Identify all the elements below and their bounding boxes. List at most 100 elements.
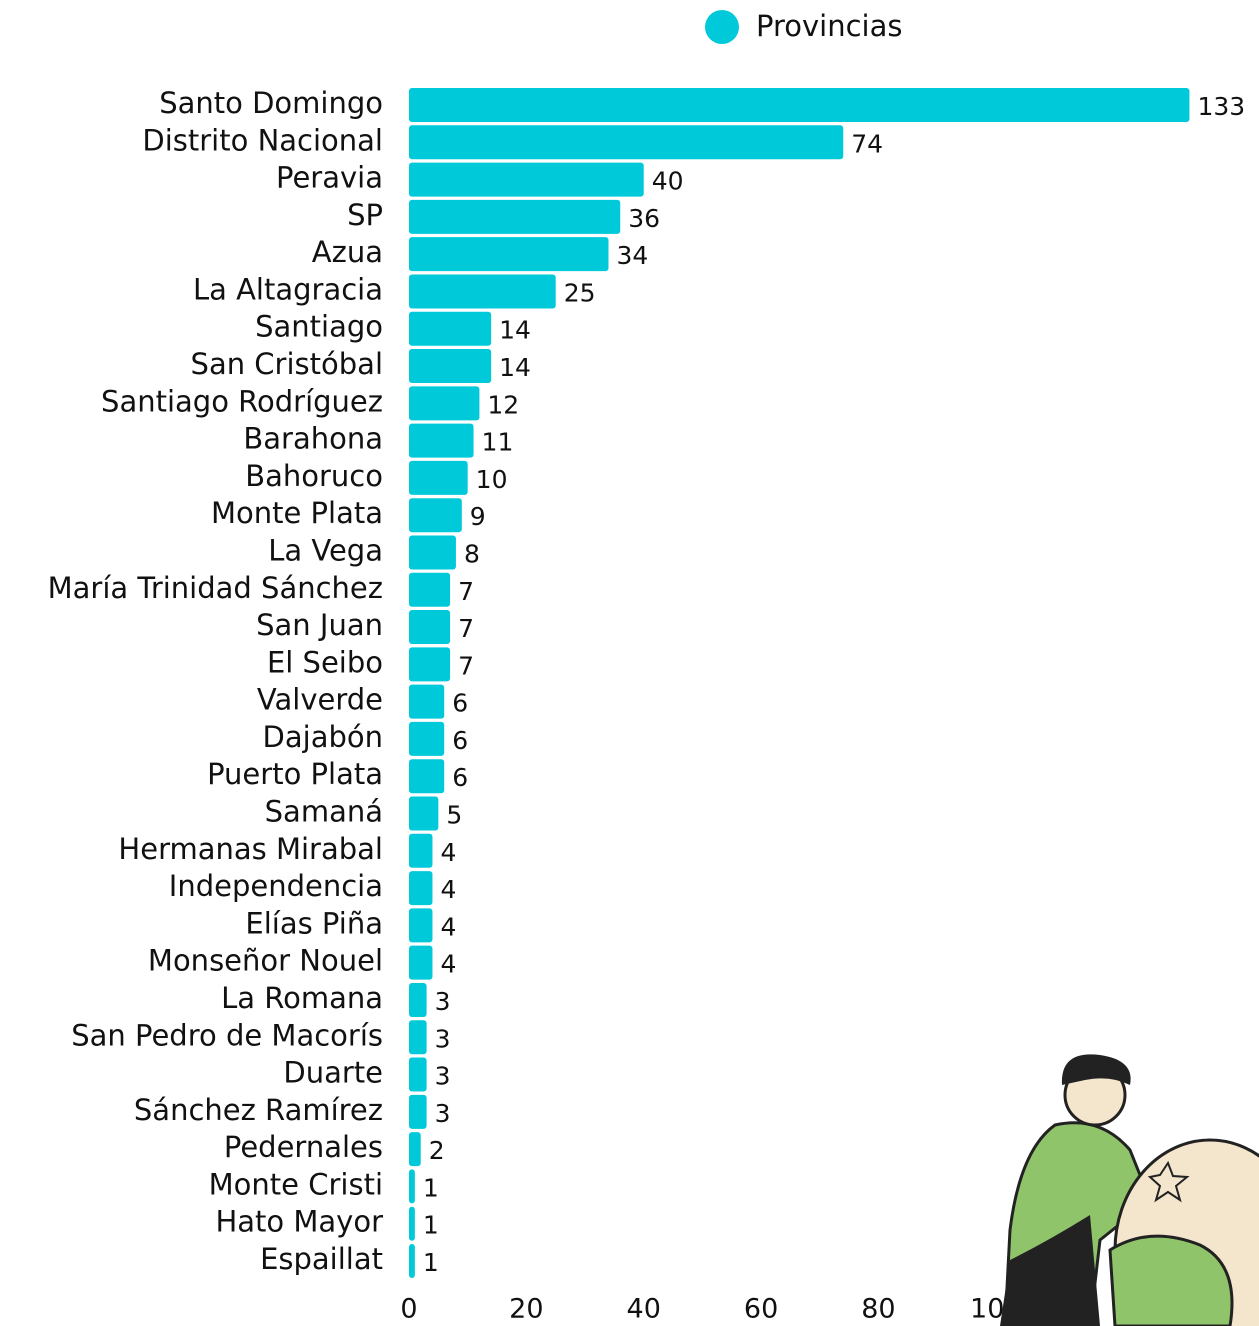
y-tick-label: Valverde (257, 683, 383, 717)
bar (409, 833, 433, 868)
y-tick-label: Monte Plata (211, 496, 383, 530)
bar (409, 945, 433, 980)
y-tick-label: Puerto Plata (207, 757, 383, 791)
value-label: 11 (482, 428, 514, 457)
bar (409, 908, 433, 943)
y-tick-label: La Romana (221, 981, 383, 1015)
y-tick-label: SP (347, 198, 383, 232)
y-tick-label: María Trinidad Sánchez (48, 571, 383, 605)
bar (409, 796, 439, 831)
bar (409, 460, 468, 495)
value-label: 14 (499, 353, 531, 382)
value-label: 1 (423, 1248, 439, 1277)
y-tick-label: La Altagracia (193, 272, 383, 306)
y-tick-label: Monseñor Nouel (148, 944, 383, 978)
value-label: 3 (435, 1024, 451, 1053)
x-tick-label: 80 (861, 1294, 895, 1325)
bar (409, 982, 427, 1017)
bar (409, 871, 433, 906)
y-tick-label: Santiago Rodríguez (101, 384, 383, 418)
bar (409, 423, 474, 458)
value-label: 1 (423, 1211, 439, 1240)
value-label: 7 (458, 651, 474, 680)
bar (409, 572, 451, 607)
y-tick-label: Santo Domingo (159, 86, 383, 120)
y-tick-label: Elías Piña (245, 906, 383, 940)
y-tick-label: Pedernales (224, 1130, 383, 1164)
y-tick-label: Monte Cristi (209, 1167, 383, 1201)
bar (409, 1094, 427, 1129)
y-tick-label: Barahona (243, 422, 383, 456)
value-label: 8 (464, 539, 480, 568)
value-label: 2 (429, 1136, 445, 1165)
bar (409, 647, 451, 682)
value-label: 9 (470, 502, 486, 531)
value-label: 36 (628, 204, 660, 233)
bar (409, 1243, 415, 1278)
value-label: 133 (1197, 92, 1245, 121)
value-label: 4 (440, 912, 456, 941)
bar (409, 535, 456, 570)
y-tick-label: Santiago (255, 310, 383, 344)
y-tick-label: La Vega (268, 533, 383, 567)
bar (409, 1206, 415, 1241)
legend-label: Provincias (756, 9, 903, 43)
bar (409, 311, 492, 346)
y-tick-label: Dajabón (263, 720, 383, 754)
y-tick-label: Peravia (276, 161, 383, 195)
value-label: 6 (452, 763, 468, 792)
legend-marker (705, 10, 739, 44)
y-tick-label: Samaná (265, 795, 383, 829)
bar (409, 199, 621, 234)
x-tick-label: 60 (744, 1294, 778, 1325)
bar (409, 1057, 427, 1092)
x-tick-label: 20 (509, 1294, 543, 1325)
y-tick-label: Hato Mayor (215, 1205, 383, 1239)
bar (409, 88, 1190, 122)
bar (409, 610, 451, 645)
illustration (1000, 1054, 1259, 1326)
bar (409, 1020, 427, 1055)
y-tick-label: Distrito Nacional (142, 123, 383, 157)
value-label: 25 (564, 278, 596, 307)
y-tick-label: San Pedro de Macorís (71, 1018, 383, 1052)
bar (409, 1132, 421, 1167)
value-label: 4 (440, 838, 456, 867)
value-label: 3 (435, 1062, 451, 1091)
bar (409, 1169, 415, 1204)
value-label: 1 (423, 1173, 439, 1202)
bar (409, 759, 445, 794)
value-label: 3 (435, 1099, 451, 1128)
value-label: 34 (617, 241, 649, 270)
value-label: 4 (440, 875, 456, 904)
bar (409, 162, 644, 197)
y-tick-label: San Juan (256, 608, 383, 642)
value-label: 3 (435, 987, 451, 1016)
value-label: 14 (499, 316, 531, 345)
y-tick-label: Espaillat (260, 1242, 383, 1276)
y-tick-label: Independencia (169, 869, 383, 903)
value-label: 7 (458, 614, 474, 643)
y-tick-label: El Seibo (267, 645, 383, 679)
value-label: 5 (446, 801, 462, 830)
bar (409, 237, 609, 272)
x-tick-label: 0 (400, 1294, 417, 1325)
y-tick-label: Azua (312, 235, 383, 269)
y-tick-label: Duarte (283, 1056, 383, 1090)
value-label: 40 (652, 167, 684, 196)
bar (409, 721, 445, 756)
value-label: 6 (452, 726, 468, 755)
y-tick-label: Sánchez Ramírez (134, 1093, 383, 1127)
y-tick-label: Bahoruco (245, 459, 383, 493)
value-label: 12 (487, 390, 519, 419)
bar (409, 125, 844, 160)
bar (409, 498, 462, 533)
y-tick-label: San Cristóbal (191, 347, 383, 381)
bar (409, 386, 480, 421)
y-tick-label: Hermanas Mirabal (118, 832, 383, 866)
value-label: 6 (452, 689, 468, 718)
bar (409, 349, 492, 384)
value-label: 4 (440, 950, 456, 979)
